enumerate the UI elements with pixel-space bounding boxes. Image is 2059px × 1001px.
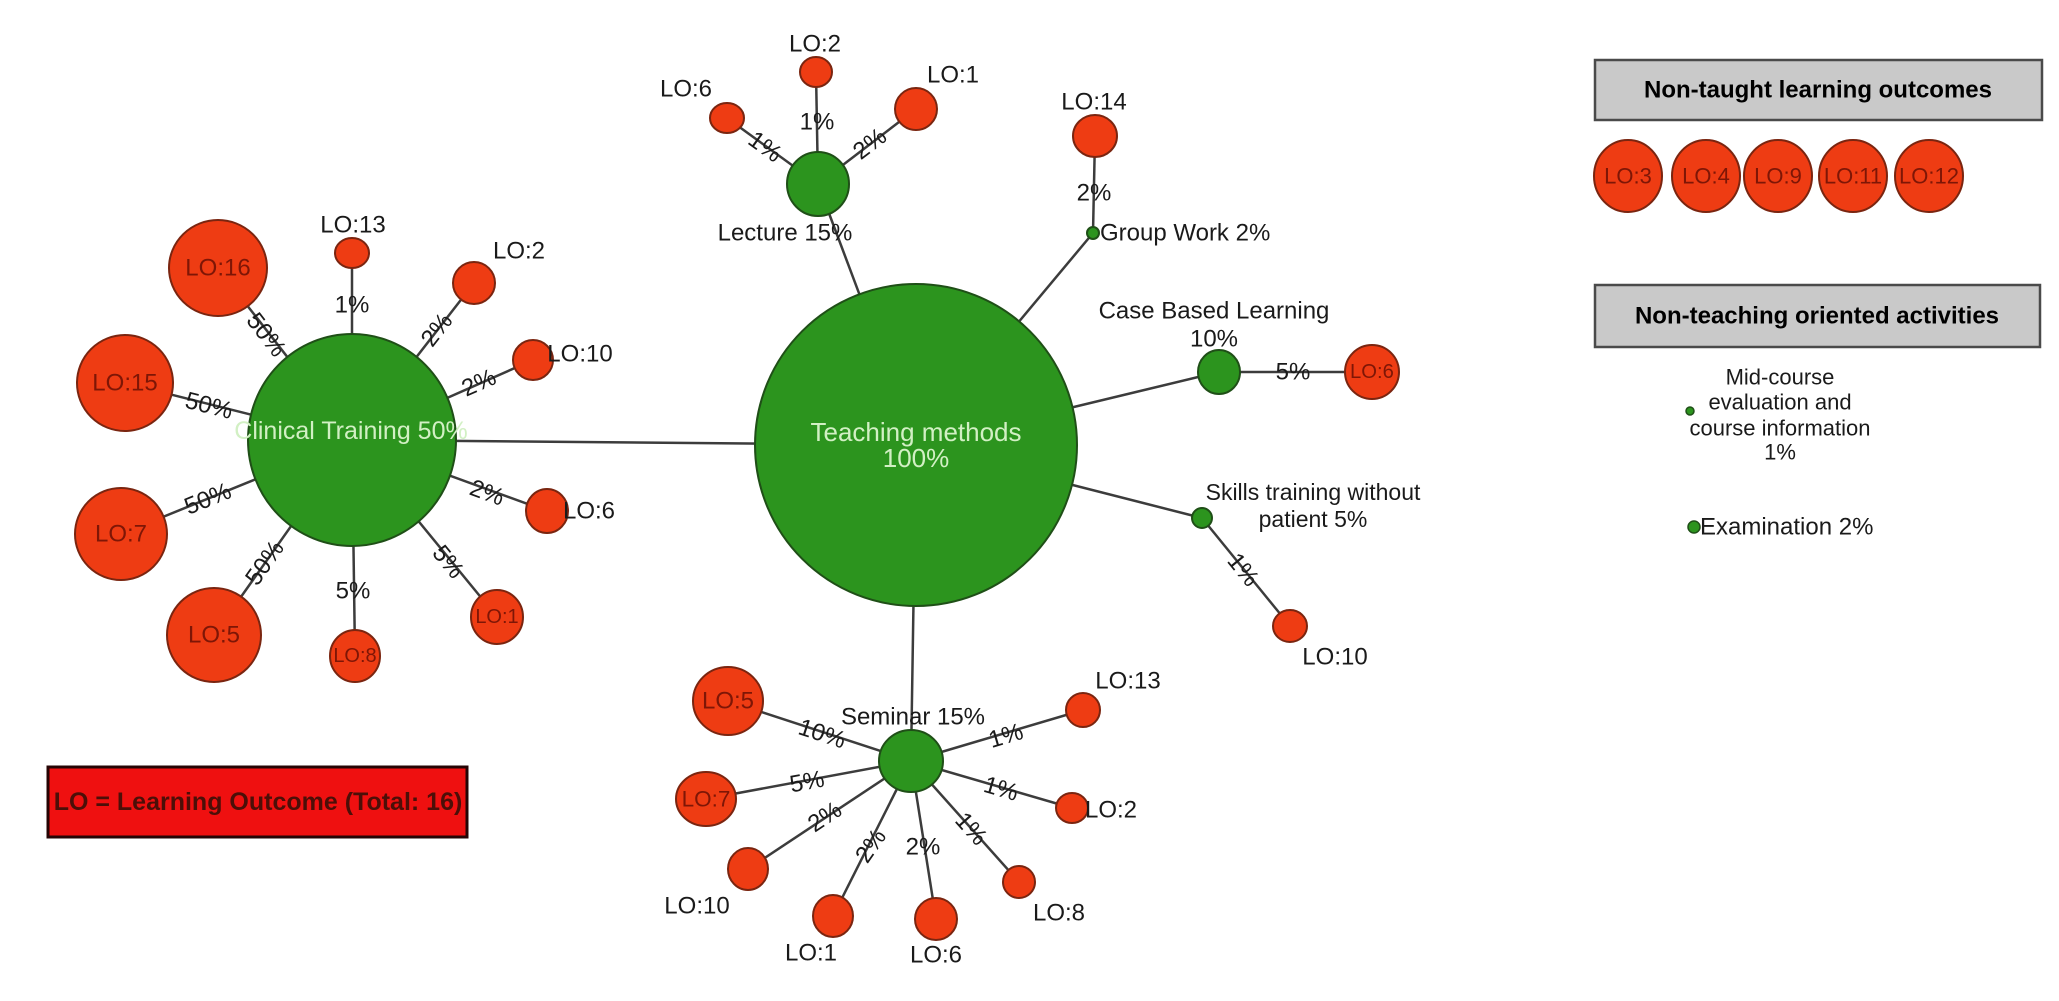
activity-node-teaching: [754, 283, 1078, 607]
legend-lo3-label: LO:3: [1604, 164, 1652, 189]
outcome-label-lecture-lo1: LO:1: [927, 62, 979, 89]
activity-label-skills-2: patient 5%: [1259, 506, 1368, 532]
outcome-node-clinical-lo2: [452, 261, 496, 305]
outcome-label-seminar-lo13: LO:13: [1095, 668, 1160, 695]
outcome-node-lecture-lo1: [894, 87, 938, 131]
legend-lo12-node: [1894, 139, 1964, 213]
edge-percent-label-seminar-lo7: 5%: [787, 766, 826, 799]
edge-percent-label-cbl-lo6: 5%: [1276, 359, 1311, 386]
outcome-node-clinical-lo6: [525, 488, 569, 534]
outcome-label-cbl-lo6: LO:6: [1350, 361, 1394, 383]
activity-node-lecture: [786, 151, 850, 217]
legend-lo11-label: LO:11: [1824, 164, 1882, 189]
legend-lo9-node: [1743, 139, 1813, 213]
legend-non-teaching-item-2-line-1: Examination 2%: [1700, 514, 1873, 541]
outcome-label-clinical-lo5: LO:5: [188, 622, 240, 649]
activity-label-teaching-1: Teaching methods: [810, 417, 1021, 447]
edge-skills-lo10: [1201, 517, 1291, 627]
outcome-label-seminar-lo7: LO:7: [682, 787, 731, 812]
outcome-node-lecture-lo2: [799, 56, 833, 88]
edge-percent-label-groupwork-lo14: 2%: [1077, 180, 1112, 207]
outcome-label-clinical-lo15: LO:15: [92, 370, 157, 397]
outcome-label-clinical-lo16: LO:16: [185, 255, 250, 282]
legend-lo3-node: [1593, 139, 1663, 213]
activity-label-lecture: Lecture 15%: [718, 220, 853, 247]
key-box: [46, 765, 469, 839]
outcome-node-clinical-lo5: [166, 587, 262, 683]
legend-non-teaching-item-1-line-1: Mid-course: [1726, 365, 1835, 390]
activity-label-seminar: Seminar 15%: [841, 704, 985, 731]
legend-activity-dot-2: [1687, 520, 1701, 534]
legend-lo12-label: LO:12: [1899, 164, 1959, 189]
legend-lo4-node: [1671, 139, 1741, 213]
outcome-label-clinical-lo8: LO:8: [333, 645, 376, 667]
edge-percent-label-lecture-lo2: 1%: [800, 109, 835, 136]
legend-activity-dot-1: [1685, 406, 1695, 416]
outcome-node-seminar-lo2: [1055, 792, 1089, 824]
outcome-node-seminar-lo10: [727, 847, 769, 891]
outcome-label-seminar-lo5: LO:5: [702, 688, 754, 715]
outcome-label-clinical-lo1: LO:1: [475, 606, 518, 628]
activity-label-groupwork: Group Work 2%: [1100, 220, 1270, 247]
outcome-node-cbl-lo6: [1344, 344, 1400, 400]
outcome-node-lecture-lo6: [709, 102, 745, 134]
legend-non-teaching-item-1-line-2: evaluation and: [1708, 390, 1851, 415]
activity-node-groupwork: [1086, 226, 1100, 240]
legend-non-teaching-item-1-line-4: 1%: [1764, 440, 1796, 465]
outcome-label-seminar-lo1: LO:1: [785, 940, 837, 967]
edge-percent-label-seminar-lo6: 2%: [906, 834, 941, 861]
legend-lo9-label: LO:9: [1754, 164, 1802, 189]
outcome-node-groupwork-lo14: [1072, 114, 1118, 158]
edge-percent-label-clinical-lo13: 1%: [335, 292, 370, 319]
key-box-label: LO = Learning Outcome (Total: 16): [54, 788, 463, 816]
outcome-node-seminar-lo5: [692, 666, 764, 736]
outcome-label-lecture-lo2: LO:2: [789, 31, 841, 58]
activity-node-seminar: [878, 729, 944, 793]
activity-node-cbl: [1197, 349, 1241, 395]
activity-node-skills: [1191, 507, 1213, 529]
outcome-node-clinical-lo1: [470, 589, 524, 645]
legend-lo11-node: [1818, 139, 1888, 213]
outcome-node-seminar-lo7: [675, 771, 737, 827]
outcome-label-clinical-lo10: LO:10: [547, 341, 612, 368]
legend-title-non-taught: Non-taught learning outcomes: [1644, 77, 1992, 104]
outcome-label-clinical-lo2: LO:2: [493, 238, 545, 265]
activity-label-cbl-1: Case Based Learning: [1099, 298, 1330, 325]
outcome-node-skills-lo10: [1272, 609, 1308, 643]
legend-box-non-teaching: [1593, 283, 2042, 349]
outcome-node-clinical-lo7: [74, 487, 168, 581]
legend-box-non-taught: [1593, 58, 2044, 122]
legend-lo4-label: LO:4: [1682, 164, 1730, 189]
outcome-node-seminar-lo6: [914, 897, 958, 941]
outcome-node-seminar-lo1: [812, 894, 854, 938]
edge-percent-label-clinical-lo8: 5%: [336, 578, 371, 605]
activity-node-clinical: [247, 333, 457, 547]
outcome-label-clinical-lo7: LO:7: [95, 521, 147, 548]
outcome-label-groupwork-lo14: LO:14: [1061, 89, 1126, 116]
legend-non-teaching-item-1-line-3: course information: [1690, 416, 1871, 441]
outcome-node-clinical-lo15: [76, 334, 174, 432]
outcome-node-clinical-lo16: [168, 219, 268, 317]
outcome-label-seminar-lo8: LO:8: [1033, 900, 1085, 927]
outcome-node-clinical-lo13: [334, 237, 370, 269]
activity-label-cbl-2: 10%: [1190, 326, 1238, 353]
outcome-label-seminar-lo10: LO:10: [664, 893, 729, 920]
activity-label-clinical: Clinical Training 50%: [234, 417, 467, 445]
activity-label-teaching-2: 100%: [883, 443, 950, 473]
outcome-label-lecture-lo6: LO:6: [660, 76, 712, 103]
outcome-label-seminar-lo6: LO:6: [910, 942, 962, 969]
outcome-node-clinical-lo8: [329, 629, 381, 683]
outcome-label-skills-lo10: LO:10: [1302, 644, 1367, 671]
outcome-node-seminar-lo13: [1065, 692, 1101, 728]
outcome-label-clinical-lo13: LO:13: [320, 212, 385, 239]
outcome-label-clinical-lo6: LO:6: [563, 498, 615, 525]
outcome-label-seminar-lo2: LO:2: [1085, 797, 1137, 824]
legend-title-non-teaching: Non-teaching oriented activities: [1635, 303, 1999, 330]
edge-seminar-lo7: [705, 759, 912, 801]
outcome-node-seminar-lo8: [1002, 865, 1036, 899]
outcome-node-clinical-lo10: [512, 339, 554, 381]
activity-label-skills-1: Skills training without: [1206, 479, 1421, 505]
